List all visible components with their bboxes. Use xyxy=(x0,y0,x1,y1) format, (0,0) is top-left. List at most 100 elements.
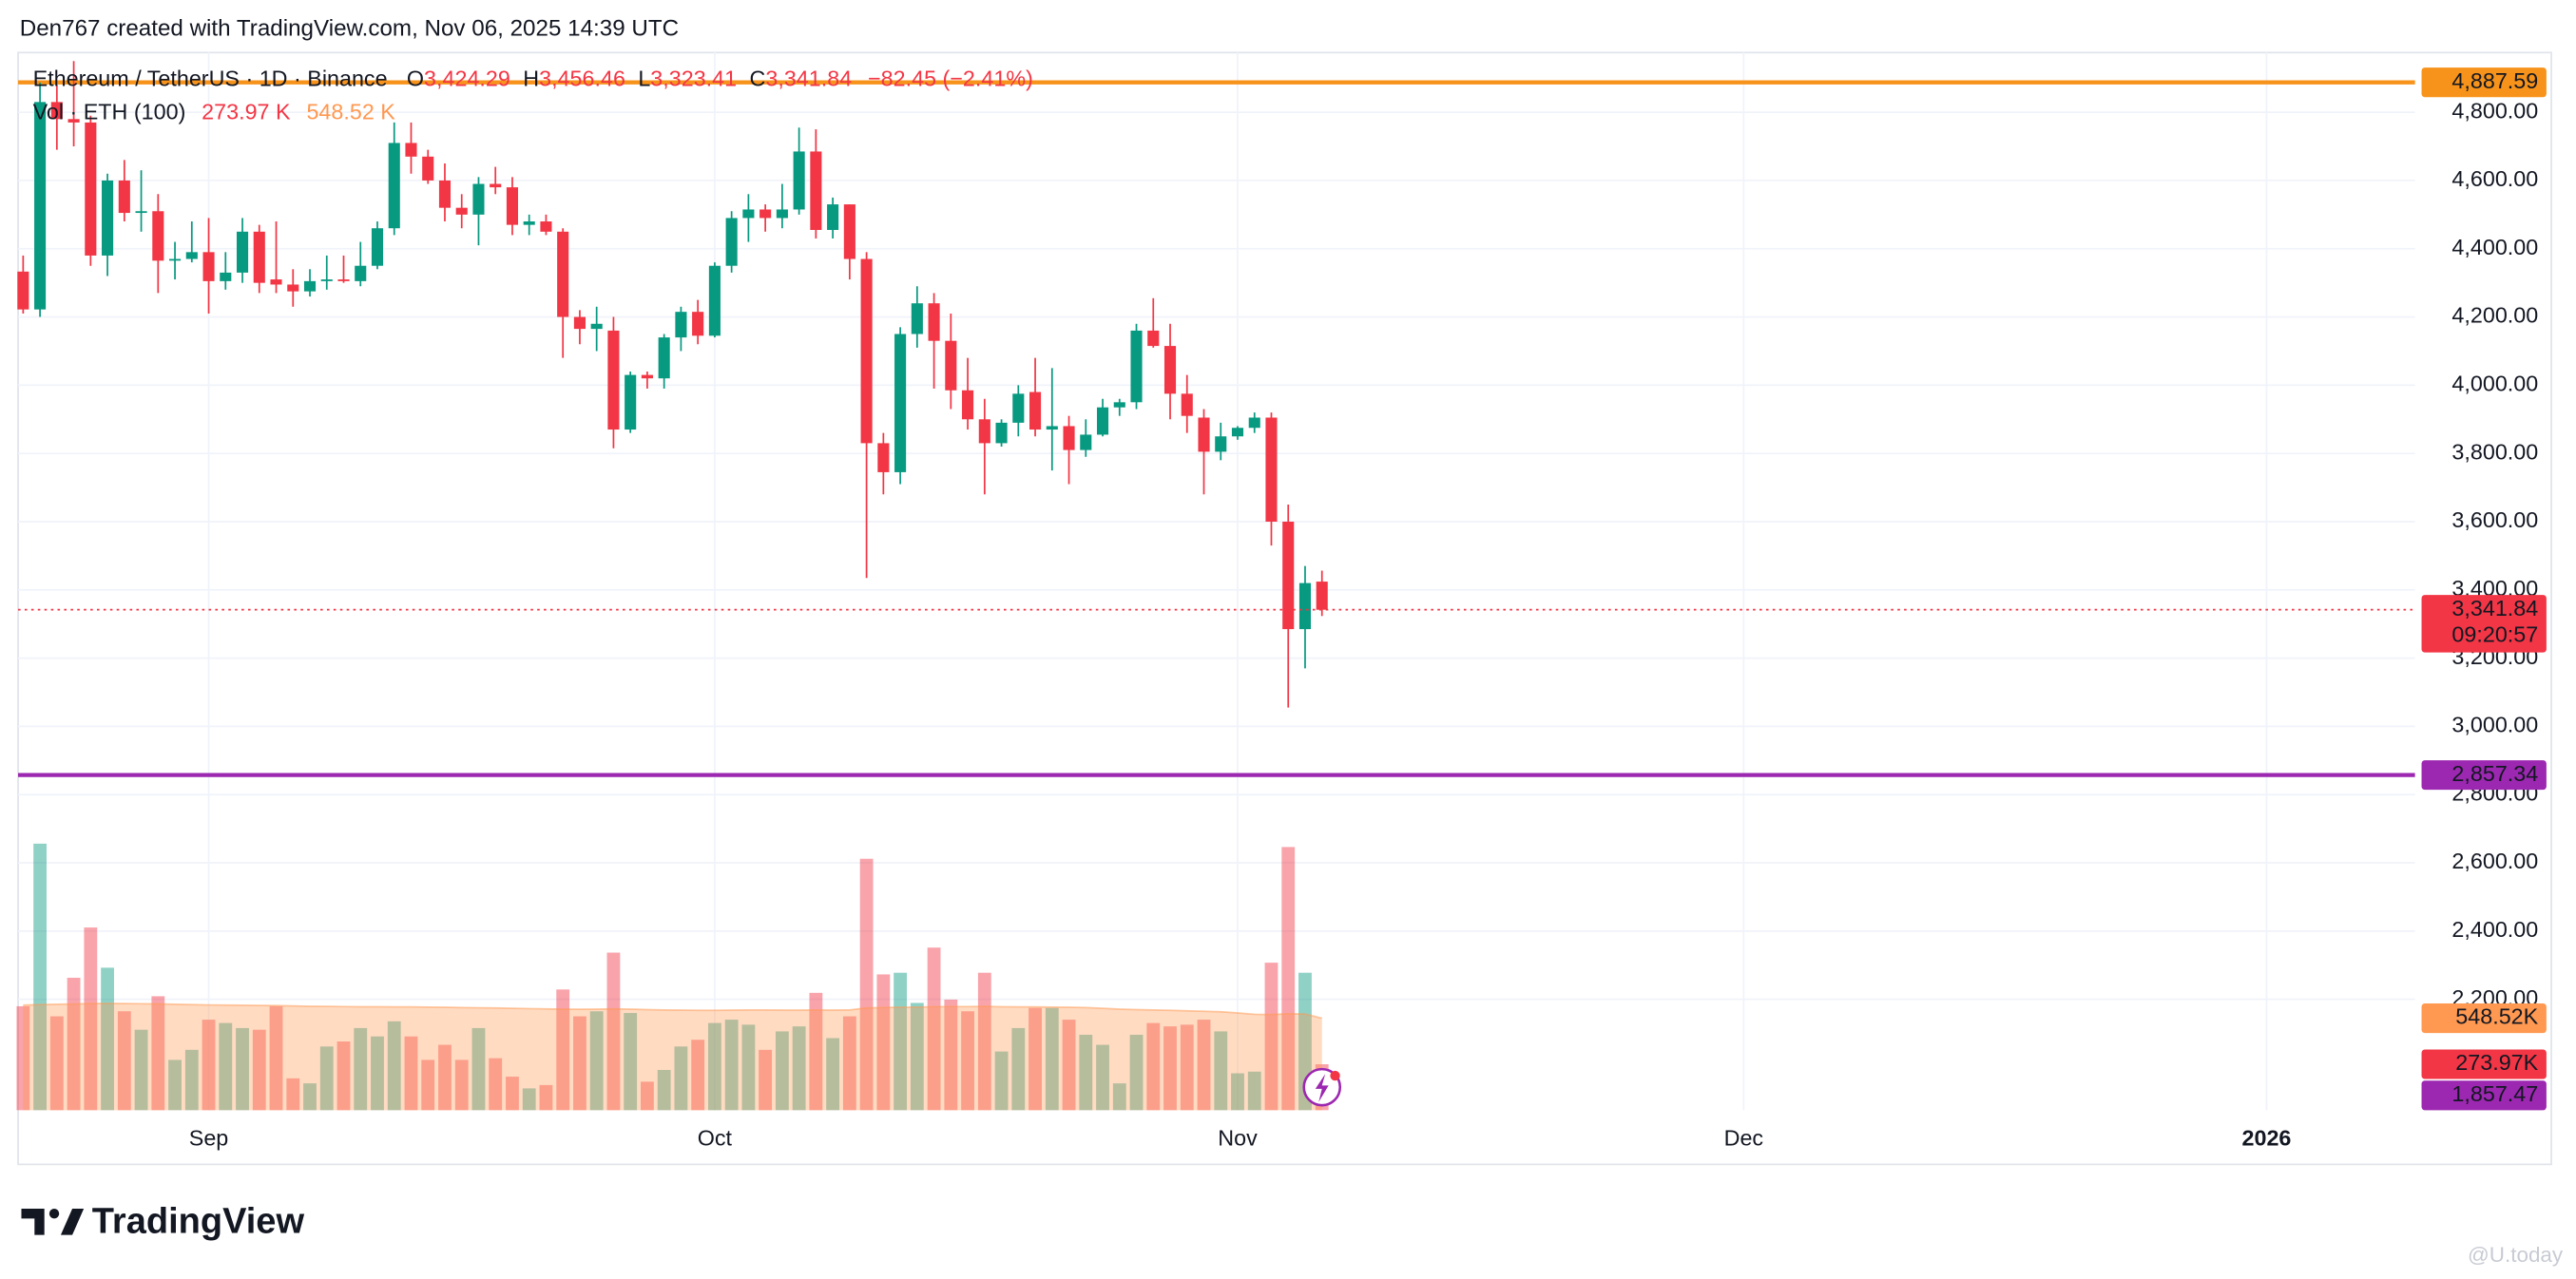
candle-body xyxy=(270,279,282,285)
candle-body xyxy=(152,211,164,261)
volume-bar xyxy=(151,996,165,1111)
volume-bar xyxy=(641,1081,654,1111)
volume-bar xyxy=(1079,1034,1093,1111)
candle-body xyxy=(759,209,772,219)
candle-body xyxy=(625,374,637,430)
volume-bar xyxy=(303,1083,317,1111)
y-tick-label: 2,400.00 xyxy=(2451,917,2538,942)
realtime-dot xyxy=(1330,1070,1340,1081)
volume-bar xyxy=(657,1069,671,1111)
volume-bar xyxy=(1197,1020,1211,1111)
volume-bar xyxy=(724,1020,739,1111)
y-tick-label: 3,600.00 xyxy=(2451,507,2538,532)
volume-bar xyxy=(371,1036,384,1111)
realtime-icon xyxy=(1315,1074,1329,1102)
volume-ma-area xyxy=(23,1002,1322,1111)
candle-body xyxy=(658,337,670,379)
price-label: 4,887.59 xyxy=(2451,68,2538,93)
candle-body xyxy=(641,374,653,379)
volume-ma-value: 548.52 K xyxy=(306,99,395,124)
countdown-label: 09:20:57 xyxy=(2451,621,2538,646)
candle-body xyxy=(1113,402,1125,408)
volume-bar xyxy=(506,1077,519,1111)
volume-bar xyxy=(522,1088,536,1111)
candle-body xyxy=(1265,417,1278,522)
candle-body xyxy=(135,211,147,214)
legend-volume: Vol · ETH (100) 273.97 K 548.52 K xyxy=(33,99,396,124)
candle-body xyxy=(1231,428,1244,437)
volume-bar xyxy=(1045,1007,1059,1111)
volume-bar xyxy=(1264,963,1278,1111)
volume-bar xyxy=(67,977,81,1111)
volume-bar xyxy=(792,1026,806,1111)
candle-body xyxy=(472,183,485,215)
watermark: @U.today xyxy=(2468,1243,2564,1267)
volume-box xyxy=(2421,1049,2547,1079)
candle-body xyxy=(337,279,350,281)
overlay: 2,200.002,400.002,600.002,800.003,000.00… xyxy=(189,67,2547,1151)
candle-body xyxy=(1198,417,1210,452)
volume-bar xyxy=(589,1011,604,1111)
logo-part xyxy=(60,1209,85,1235)
candle-body xyxy=(287,284,299,292)
volume-bar xyxy=(674,1046,688,1111)
candle-body xyxy=(1181,393,1193,416)
candle-body xyxy=(843,204,855,259)
logo-part xyxy=(48,1209,60,1219)
volume-bar xyxy=(252,1029,266,1111)
volume-value: 273.97 K xyxy=(202,99,291,124)
candle-body xyxy=(85,122,97,256)
volume-bar xyxy=(336,1041,351,1111)
candle-body xyxy=(1316,582,1328,610)
volume-bar xyxy=(961,1011,974,1111)
candle-body xyxy=(995,422,1008,444)
candle-body xyxy=(675,312,687,338)
plot xyxy=(16,52,2415,1111)
candle-body xyxy=(573,316,586,330)
candle-body xyxy=(1147,330,1160,347)
candle-body xyxy=(118,180,130,214)
y-tick-label: 2,600.00 xyxy=(2451,849,2538,873)
candle-body xyxy=(1298,582,1312,630)
volume-bar xyxy=(691,1040,705,1111)
volume-bar xyxy=(49,1016,64,1111)
volume-bar xyxy=(624,1013,638,1111)
candle-body xyxy=(590,323,603,330)
price-label: 2,857.34 xyxy=(2451,761,2538,786)
volume-bar xyxy=(202,1020,216,1111)
y-tick-label: 4,800.00 xyxy=(2451,98,2538,123)
candle-body xyxy=(1029,391,1042,430)
candle-body xyxy=(911,303,923,334)
volume-bar xyxy=(707,1022,721,1111)
candle-body xyxy=(1215,436,1227,452)
volume-bar xyxy=(741,1024,756,1111)
candle-body xyxy=(742,209,755,219)
y-tick-label: 3,800.00 xyxy=(2451,439,2538,464)
volume-bar xyxy=(286,1078,300,1111)
volume-bar xyxy=(184,1049,199,1111)
ohlc-value: 3,424.29 xyxy=(424,67,510,91)
candle-body xyxy=(355,265,367,281)
volume-bar xyxy=(219,1022,233,1111)
candle-body xyxy=(1248,417,1260,429)
last-price-label: 3,341.84 xyxy=(2451,596,2538,620)
candle-body xyxy=(17,271,29,310)
ohlc-name: L xyxy=(638,67,650,91)
volume-bar xyxy=(842,1016,856,1111)
candle-body xyxy=(253,231,265,283)
volume-bar xyxy=(1281,847,1296,1111)
candle-body xyxy=(202,252,215,281)
candle-body xyxy=(1046,426,1058,430)
y-tick-label: 3,000.00 xyxy=(2451,713,2538,737)
candle-body xyxy=(169,258,182,261)
y-tick-label: 4,200.00 xyxy=(2451,303,2538,328)
indicator-box xyxy=(2421,1080,2547,1111)
candle-body xyxy=(371,228,384,266)
volume-bar xyxy=(438,1044,452,1111)
candle-body xyxy=(405,143,417,157)
candle-body xyxy=(506,187,519,225)
volume-bar xyxy=(1214,1031,1228,1111)
y-tick-label: 4,400.00 xyxy=(2451,235,2538,259)
volume-bar xyxy=(1112,1083,1126,1111)
ohlc-value: 3,456.46 xyxy=(539,67,625,91)
